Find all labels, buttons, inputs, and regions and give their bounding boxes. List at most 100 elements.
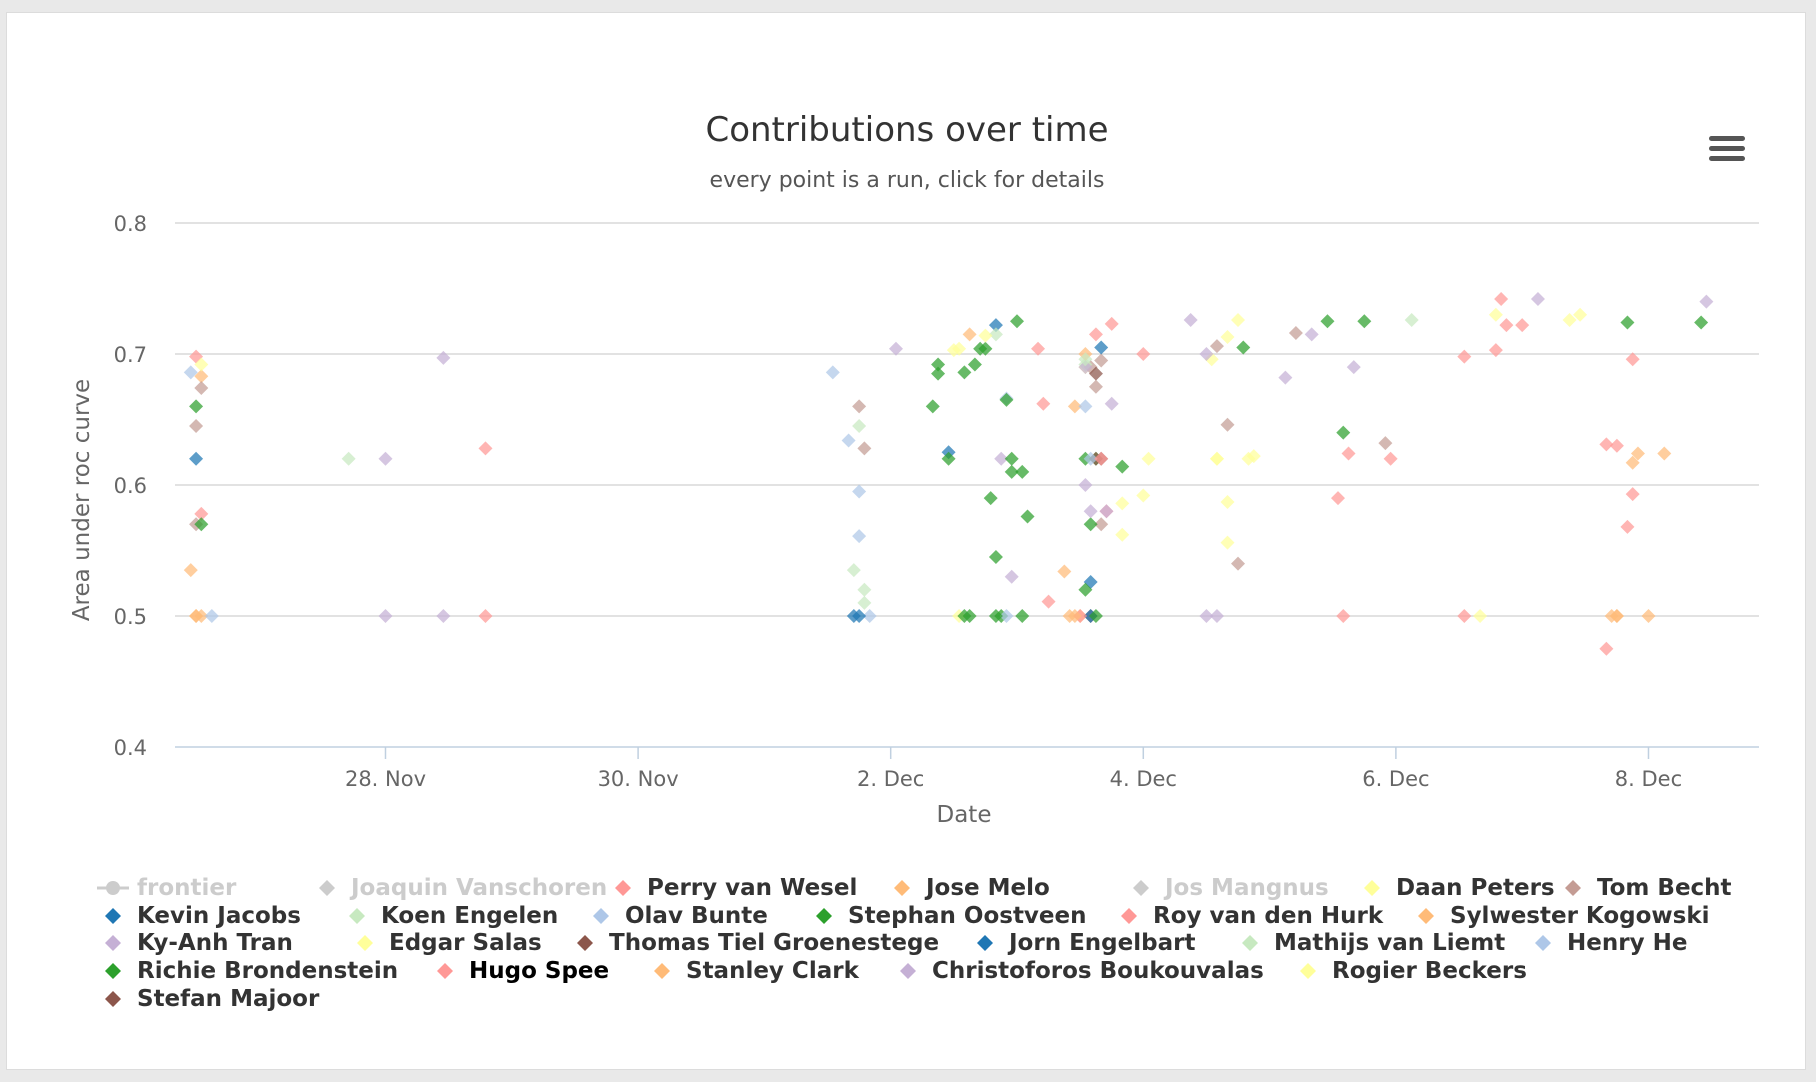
data-point[interactable]: [846, 563, 861, 578]
data-point[interactable]: [1115, 527, 1130, 542]
data-point[interactable]: [978, 341, 993, 356]
data-point[interactable]: [1083, 451, 1098, 466]
data-point[interactable]: [194, 369, 209, 384]
data-point[interactable]: [1346, 360, 1361, 375]
data-point[interactable]: [988, 327, 1003, 342]
data-point[interactable]: [1141, 451, 1156, 466]
data-point[interactable]: [1609, 609, 1624, 623]
data-point[interactable]: [378, 609, 393, 623]
data-point[interactable]: [931, 366, 946, 381]
data-point[interactable]: [1494, 291, 1509, 306]
data-point[interactable]: [1094, 451, 1109, 466]
data-point[interactable]: [1078, 352, 1093, 367]
legend-item[interactable]: Perry van Wesel: [605, 875, 857, 901]
legend-item[interactable]: frontier: [95, 875, 236, 901]
legend-item[interactable]: Stefan Majoor: [95, 986, 319, 1012]
data-point[interactable]: [189, 451, 204, 466]
data-point[interactable]: [1278, 370, 1293, 385]
data-point[interactable]: [1083, 504, 1098, 519]
data-point[interactable]: [1620, 315, 1635, 330]
data-point[interactable]: [957, 365, 972, 380]
data-point[interactable]: [1625, 352, 1640, 367]
data-point[interactable]: [1115, 496, 1130, 511]
data-point[interactable]: [1336, 609, 1351, 623]
legend-item[interactable]: Stanley Clark: [644, 958, 859, 984]
data-point[interactable]: [378, 451, 393, 466]
data-point[interactable]: [1220, 535, 1235, 550]
data-point[interactable]: [1104, 316, 1119, 331]
legend-item[interactable]: Thomas Tiel Groenestege: [567, 930, 939, 956]
legend-item[interactable]: Olav Bunte: [583, 903, 768, 929]
data-point[interactable]: [1231, 556, 1246, 571]
data-point[interactable]: [1088, 366, 1103, 381]
data-point[interactable]: [1094, 517, 1109, 532]
data-point[interactable]: [189, 399, 204, 414]
data-point[interactable]: [857, 441, 872, 456]
data-point[interactable]: [1220, 417, 1235, 432]
data-point[interactable]: [341, 451, 356, 466]
legend-item[interactable]: Jos Mangnus: [1123, 875, 1329, 901]
data-point[interactable]: [825, 365, 840, 380]
data-point[interactable]: [999, 392, 1014, 407]
data-point[interactable]: [1209, 609, 1224, 623]
data-point[interactable]: [1031, 341, 1046, 356]
data-point[interactable]: [1331, 491, 1346, 506]
data-point[interactable]: [1657, 446, 1672, 461]
data-point[interactable]: [1231, 312, 1246, 327]
data-point[interactable]: [841, 433, 856, 448]
data-point[interactable]: [1220, 495, 1235, 510]
data-point[interactable]: [1630, 446, 1645, 461]
data-point[interactable]: [888, 341, 903, 356]
data-point[interactable]: [1088, 379, 1103, 394]
legend-item[interactable]: Ky-Anh Tran: [95, 930, 293, 956]
data-point[interactable]: [1136, 488, 1151, 503]
data-point[interactable]: [852, 529, 867, 544]
data-point[interactable]: [999, 609, 1014, 623]
data-points[interactable]: [183, 291, 1714, 656]
data-point[interactable]: [1078, 478, 1093, 492]
data-point[interactable]: [1015, 464, 1030, 479]
data-point[interactable]: [852, 419, 867, 434]
legend-item[interactable]: Rogier Beckers: [1290, 958, 1527, 984]
data-point[interactable]: [1004, 464, 1019, 479]
data-point[interactable]: [1067, 609, 1082, 623]
data-point[interactable]: [1209, 339, 1224, 354]
data-point[interactable]: [1488, 307, 1503, 322]
data-point[interactable]: [1378, 436, 1393, 451]
data-point[interactable]: [1288, 326, 1303, 341]
data-point[interactable]: [1515, 318, 1530, 333]
data-point[interactable]: [857, 595, 872, 610]
data-point[interactable]: [1036, 396, 1051, 411]
data-point[interactable]: [852, 399, 867, 414]
data-point[interactable]: [1078, 399, 1093, 414]
legend-item[interactable]: Jose Melo: [884, 875, 1050, 901]
legend-item[interactable]: Tom Becht: [1555, 875, 1732, 901]
data-point[interactable]: [1573, 307, 1588, 322]
data-point[interactable]: [1404, 312, 1419, 327]
data-point[interactable]: [1078, 360, 1093, 375]
data-point[interactable]: [1488, 343, 1503, 358]
data-point[interactable]: [436, 350, 451, 365]
data-point[interactable]: [194, 357, 209, 372]
data-point[interactable]: [1115, 459, 1130, 474]
data-point[interactable]: [994, 451, 1009, 466]
data-point[interactable]: [436, 609, 451, 623]
data-point[interactable]: [983, 491, 998, 506]
data-point[interactable]: [962, 609, 977, 623]
data-point[interactable]: [1067, 399, 1082, 414]
legend-item[interactable]: Stephan Oostveen: [806, 903, 1087, 929]
data-point[interactable]: [1104, 396, 1119, 411]
data-point[interactable]: [1004, 569, 1019, 584]
data-point[interactable]: [194, 506, 209, 521]
data-point[interactable]: [931, 357, 946, 372]
data-point[interactable]: [1236, 340, 1251, 355]
data-point[interactable]: [1009, 314, 1024, 329]
data-point[interactable]: [962, 327, 977, 342]
data-point[interactable]: [1183, 312, 1198, 327]
data-point[interactable]: [1320, 314, 1335, 329]
data-point[interactable]: [852, 609, 867, 623]
data-point[interactable]: [852, 484, 867, 499]
legend-item[interactable]: Christoforos Boukouvalas: [890, 958, 1264, 984]
data-point[interactable]: [1641, 609, 1656, 623]
data-point[interactable]: [1341, 446, 1356, 461]
